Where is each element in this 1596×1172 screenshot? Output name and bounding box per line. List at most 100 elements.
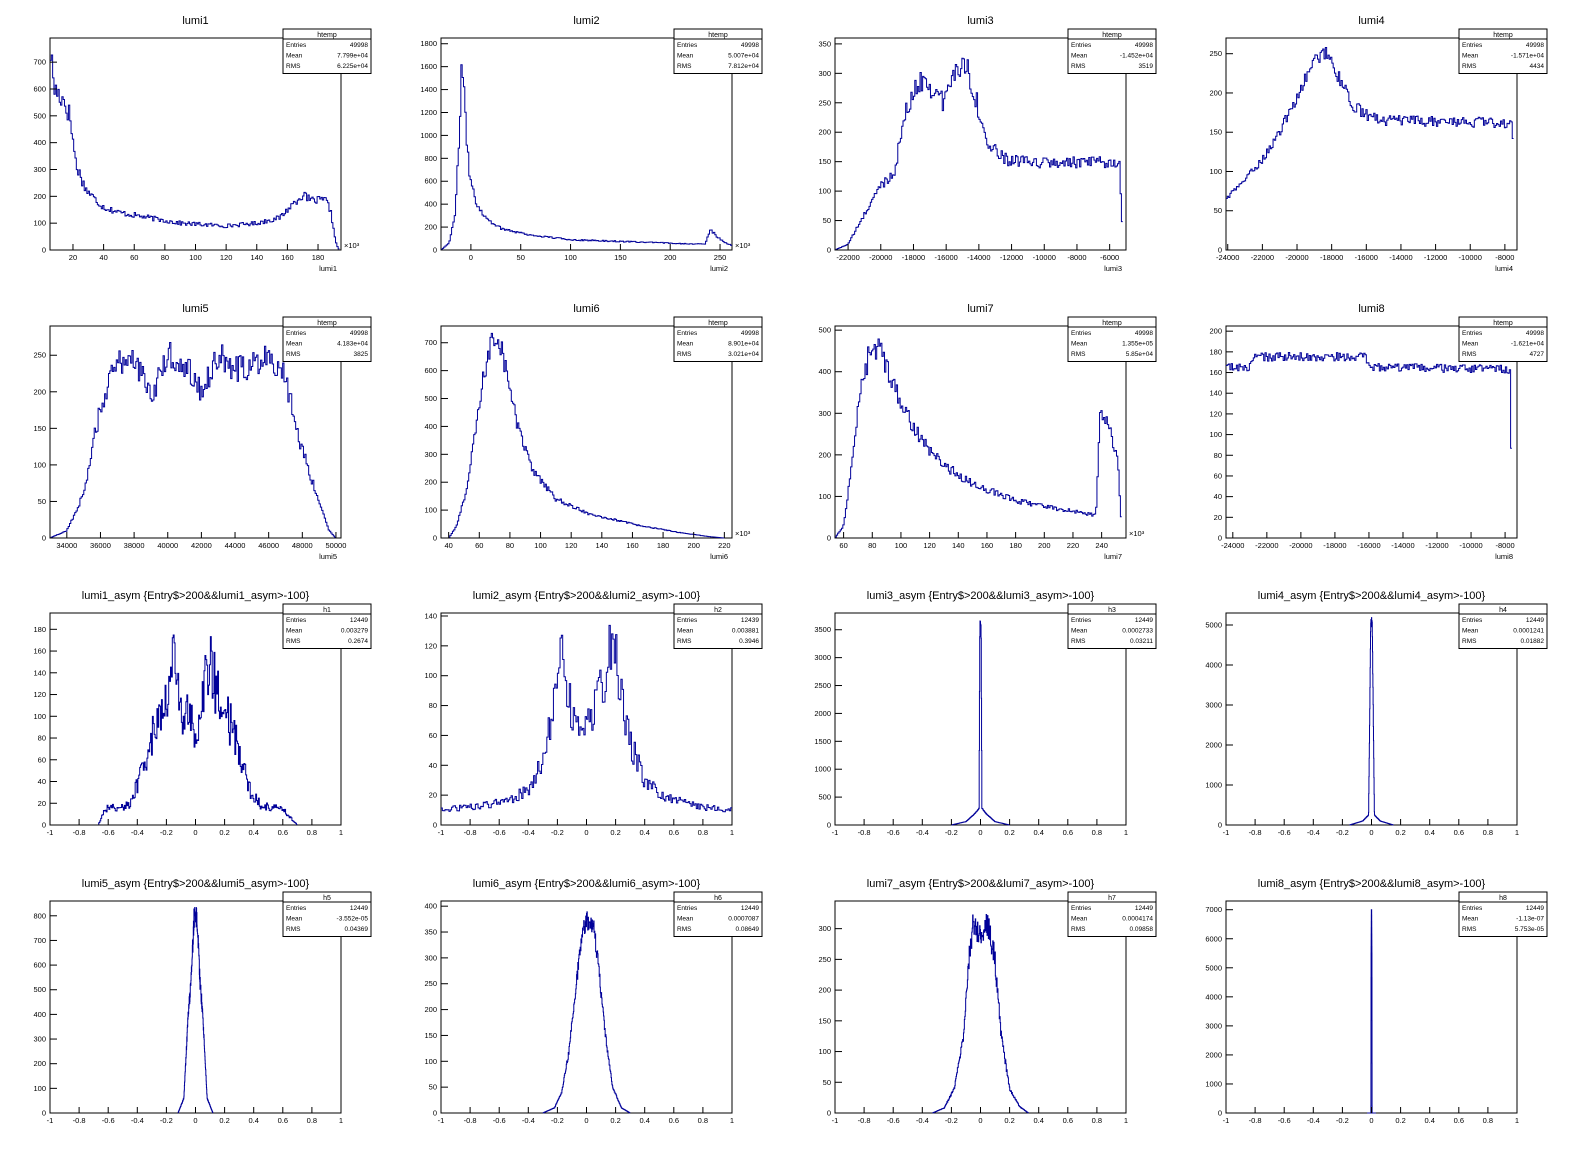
x-axis-factor: ×10³ [344, 241, 360, 250]
x-tick-label: -24000 [1221, 541, 1244, 550]
y-tick-label: 140 [33, 668, 46, 677]
y-tick-label: 400 [424, 902, 437, 911]
x-tick-label: -1 [438, 828, 445, 837]
stats-key: Mean [286, 916, 303, 923]
x-tick-label: -0.2 [1336, 828, 1349, 837]
stats-key: RMS [1462, 926, 1477, 933]
stats-box-name: h2 [714, 607, 722, 614]
y-tick-label: 1600 [420, 62, 437, 71]
chart-title: lumi6 [573, 303, 599, 315]
x-tick-label: -0.2 [551, 828, 564, 837]
x-tick-label: 140 [596, 541, 609, 550]
x-tick-label: 1 [730, 828, 734, 837]
y-tick-label: 50 [38, 497, 46, 506]
y-tick-label: 150 [818, 157, 831, 166]
stats-box-frame [1458, 28, 1548, 74]
y-tick-label: 160 [1209, 368, 1222, 377]
stats-box-frame [1067, 603, 1157, 649]
x-tick-label: -10000 [1033, 253, 1056, 262]
y-tick-label: 200 [33, 192, 46, 201]
y-tick-label: 250 [33, 351, 46, 360]
x-tick-label: 20 [69, 253, 77, 262]
stats-value: 3519 [1139, 63, 1154, 70]
y-tick-label: 300 [818, 924, 831, 933]
stats-value: 7.799e+04 [337, 53, 368, 60]
stats-key: Mean [677, 341, 694, 348]
stats-key: Mean [1071, 916, 1088, 923]
y-tick-label: 600 [424, 177, 437, 186]
y-tick-label: 80 [1214, 451, 1222, 460]
x-tick-label: 34000 [56, 541, 77, 550]
x-tick-label: -1 [438, 1116, 445, 1125]
stats-key: Entries [677, 905, 698, 912]
y-tick-label: 400 [818, 367, 831, 376]
stats-value: 0.003881 [732, 628, 759, 635]
stats-key: Mean [677, 53, 694, 60]
x-tick-label: -1 [47, 828, 54, 837]
x-tick-label: 0.8 [1092, 1116, 1102, 1125]
x-tick-label: 0.8 [1483, 828, 1493, 837]
stats-box: h6 Entries 12449 Mean 0.0007087 RMS 0.08649 [673, 891, 763, 937]
stats-key: Mean [286, 628, 303, 635]
stats-key: Entries [1071, 617, 1092, 624]
histogram-panel-1: lumi1 20 40 60 80 100 120 140 160 180 0 100 200 300 40… [33, 15, 372, 273]
y-tick-label: 7000 [1205, 905, 1222, 914]
x-tick-label: 40000 [157, 541, 178, 550]
y-tick-label: 0 [433, 1109, 437, 1118]
x-tick-label: 48000 [292, 541, 313, 550]
y-tick-label: 300 [424, 450, 437, 459]
stats-value: 6.225e+04 [337, 63, 368, 70]
x-tick-label: 0 [1369, 828, 1373, 837]
stats-value: 49998 [1135, 330, 1153, 337]
x-tick-label: 50 [517, 253, 525, 262]
stats-value: 49998 [741, 42, 759, 49]
stats-box-frame [1458, 316, 1548, 362]
histogram-panel-8: lumi8 -24000 -22000 -20000 -18000 -16000 -1400… [1209, 303, 1548, 561]
stats-value: 0.2674 [348, 638, 368, 645]
x-axis-factor: ×10³ [1129, 529, 1145, 538]
stats-key: RMS [286, 638, 301, 645]
y-tick-label: 100 [1209, 430, 1222, 439]
y-tick-label: 200 [424, 1005, 437, 1014]
x-tick-label: 0.6 [1454, 828, 1464, 837]
x-tick-label: -16000 [1357, 541, 1380, 550]
chart-title: lumi5 [182, 303, 208, 315]
y-tick-label: 20 [1214, 513, 1222, 522]
x-tick-label: -0.6 [1278, 828, 1291, 837]
stats-box: h5 Entries 12449 Mean -3.552e-05 RMS 0.04369 [282, 891, 372, 937]
stats-key: Entries [1462, 330, 1483, 337]
x-tick-label: -12000 [1425, 541, 1448, 550]
plot-frame [440, 37, 733, 251]
x-tick-label: -1 [832, 1116, 839, 1125]
x-tick-label: 0.8 [1092, 828, 1102, 837]
y-tick-label: 0 [1218, 246, 1222, 255]
chart-title: lumi8 [1358, 303, 1384, 315]
stats-value: 12449 [1526, 617, 1544, 624]
x-tick-label: -0.2 [551, 1116, 564, 1125]
y-tick-label: 100 [818, 187, 831, 196]
x-tick-label: -0.8 [73, 828, 86, 837]
stats-box-frame [1067, 891, 1157, 937]
stats-value: 0.04369 [345, 926, 369, 933]
stats-box-name: h7 [1108, 895, 1116, 902]
stats-box-frame [282, 603, 372, 649]
x-tick-label: -0.2 [160, 1116, 173, 1125]
x-tick-label: 150 [614, 253, 627, 262]
x-tick-label: -6000 [1100, 253, 1119, 262]
y-tick-label: 600 [33, 84, 46, 93]
histogram-line [98, 634, 298, 826]
stats-key: RMS [677, 351, 692, 358]
stats-value: 0.003279 [341, 628, 368, 635]
histogram-line [50, 342, 336, 539]
x-axis-label: lumi3 [1104, 264, 1122, 273]
histogram-line [177, 907, 214, 1114]
stats-value: 5.753e-05 [1515, 926, 1545, 933]
y-tick-label: 200 [818, 986, 831, 995]
stats-box-name: h1 [323, 607, 331, 614]
y-tick-label: 400 [33, 138, 46, 147]
stats-box-frame [1458, 603, 1548, 649]
y-tick-label: 100 [33, 712, 46, 721]
stats-value: 4727 [1530, 351, 1545, 358]
y-tick-label: 4000 [1205, 992, 1222, 1001]
x-tick-label: 180 [657, 541, 670, 550]
